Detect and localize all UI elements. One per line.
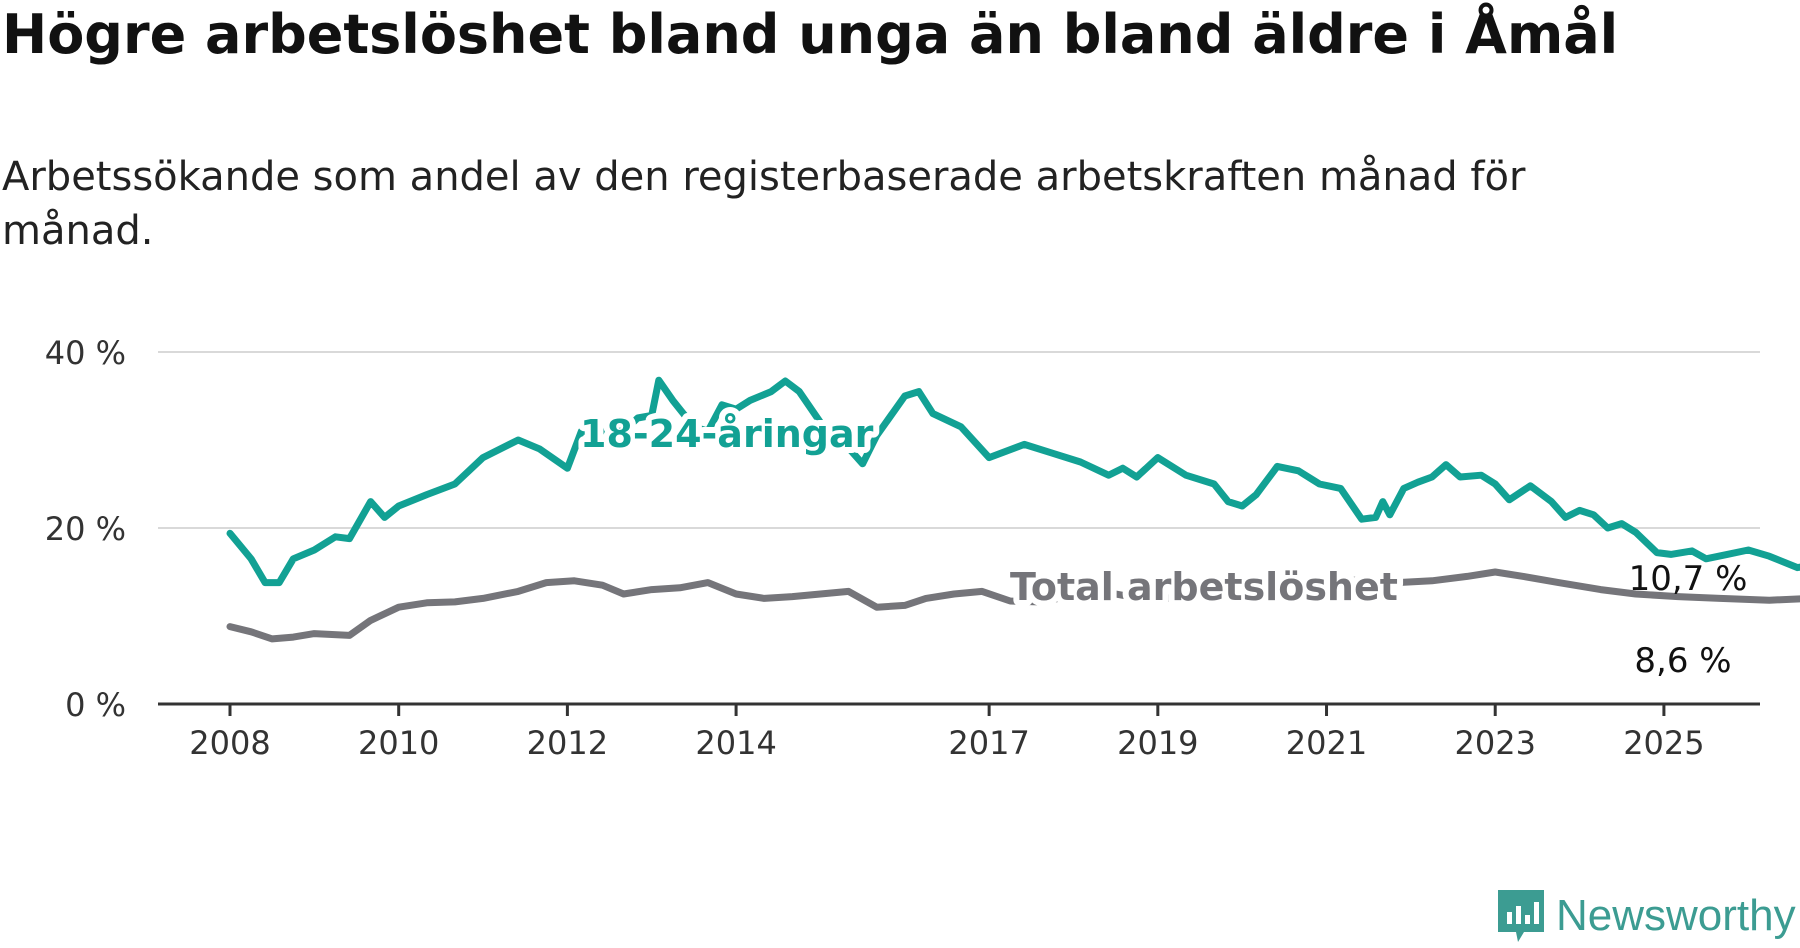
axes: 0 % 20 % 40 % 2008 2010 2012 2014 2017 2019 2021 2…: [45, 334, 1760, 762]
chart-subtitle: Arbetssökande som andel av den registerb…: [2, 154, 1526, 254]
y-tick-label: 40 %: [45, 334, 126, 372]
brand-name: Newsworthy: [1556, 891, 1796, 940]
series-lines: [226, 376, 1800, 643]
series-line-total: [226, 568, 1800, 643]
gridlines: [158, 351, 1760, 529]
x-tick-label: 2017: [948, 724, 1029, 762]
x-tick-label: 2008: [189, 724, 270, 762]
y-tick-label: 20 %: [45, 510, 126, 548]
x-tick-label: 2021: [1286, 724, 1367, 762]
x-tick-label: 2012: [527, 724, 608, 762]
svg-text:18-24-åringar: 18-24-åringar: [580, 412, 874, 456]
x-tick-label: 2010: [358, 724, 439, 762]
brand-logo: Newsworthy: [1496, 888, 1796, 944]
series-line-youth: [226, 376, 1800, 587]
newsworthy-bar-chart-logo-icon: [1498, 890, 1544, 942]
end-value-label-total: 8,6 %: [1634, 641, 1731, 681]
svg-text:Total arbetslöshet: Total arbetslöshet: [1010, 565, 1398, 609]
x-tick-label: 2019: [1117, 724, 1198, 762]
svg-text:Total arbetslöshet: Total arbetslöshet: [1010, 565, 1398, 609]
end-value-label-youth: 10,7 %: [1629, 559, 1748, 599]
x-tick-label: 2023: [1454, 724, 1535, 762]
y-tick-label: 0 %: [65, 686, 126, 724]
x-tick-label: 2014: [695, 724, 776, 762]
chart-title: Högre arbetslöshet bland unga än bland ä…: [2, 3, 1619, 66]
svg-text:18-24-åringar: 18-24-åringar: [580, 412, 874, 456]
x-tick-label: 2025: [1623, 724, 1704, 762]
